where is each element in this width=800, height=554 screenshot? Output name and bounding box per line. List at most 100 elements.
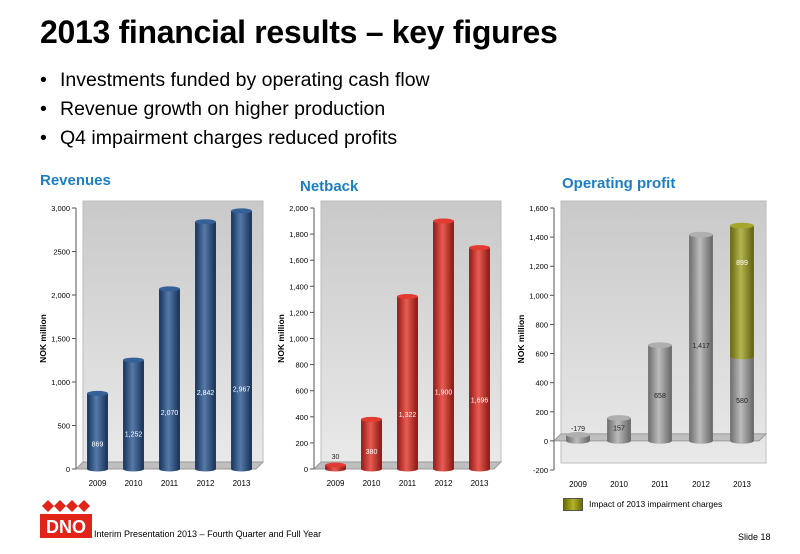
bar (159, 286, 180, 472)
bar-body (689, 234, 713, 441)
y-tick-label: 1,000 (289, 335, 308, 344)
y-axis-label: NOK million (276, 314, 286, 363)
y-tick-label: 2500 (53, 248, 70, 257)
bar-base (123, 466, 144, 472)
bar-base (469, 466, 490, 472)
bars (87, 208, 252, 472)
bar-base (607, 438, 631, 444)
bullet-item: • Q4 impairment charges reduced profits (40, 127, 398, 149)
x-tick-label: 2012 (435, 479, 453, 488)
logo-text: DNO (46, 517, 86, 537)
data-label: 580 (736, 398, 748, 405)
y-tick-label: 3,000 (51, 204, 70, 213)
bar-base (648, 438, 672, 444)
footer-text: Interim Presentation 2013 – Fourth Quart… (94, 529, 322, 539)
bar-base (397, 466, 418, 472)
y-tick-label: 2,000 (51, 291, 70, 300)
bar-body (195, 221, 216, 469)
y-tick-label: 1,200 (289, 308, 308, 317)
bar-top (469, 245, 490, 251)
bar-base (195, 466, 216, 472)
data-label: 157 (613, 426, 625, 433)
y-tick-label: 1,600 (289, 256, 308, 265)
y-tick-label: 1,000 (529, 291, 548, 300)
y-axis-label: NOK million (38, 314, 48, 363)
bar (123, 357, 144, 472)
bar-top (325, 462, 346, 468)
legend-label: Impact of 2013 impairment charges (589, 499, 723, 509)
bar-body (730, 225, 754, 357)
y-tick-label: -200 (533, 466, 548, 475)
bar (397, 293, 418, 472)
x-tick-label: 2010 (363, 479, 381, 488)
y-tick-label: 600 (295, 387, 308, 396)
bar-base (361, 466, 382, 472)
bar-body (397, 296, 418, 469)
bar (361, 416, 382, 472)
netback-chart-title: Netback (300, 178, 359, 195)
data-label: -179 (571, 426, 585, 433)
x-tick-label: 2010 (610, 480, 628, 489)
operating-profit-chart-title: Operating profit (562, 175, 676, 192)
data-label: 869 (92, 441, 104, 448)
bar-top (159, 286, 180, 292)
x-tick-label: 2011 (161, 479, 179, 488)
bar-body (648, 345, 672, 441)
data-label: 1,417 (692, 343, 710, 350)
bar-top (231, 208, 252, 214)
bar-top (433, 218, 454, 224)
netback-chart: 0 200 400 600 800 1,000 1,200 1,400 1,600 1,800 2,… (276, 200, 503, 488)
bar-top (361, 416, 382, 422)
bar-base (730, 353, 754, 360)
data-label: 2,842 (197, 390, 215, 397)
bar-body (607, 418, 631, 441)
y-tick-label: 200 (535, 408, 548, 417)
y-tick-label: 500 (57, 422, 70, 431)
y-tick-label: 1,500 (51, 335, 70, 344)
bar-body (361, 419, 382, 469)
x-tick-label: 2011 (399, 479, 417, 488)
bar-base (730, 438, 754, 444)
y-tick-label: 2,000 (289, 204, 308, 213)
bar-base (433, 466, 454, 472)
y-tick-label: 1,400 (289, 282, 308, 291)
bar-body (730, 356, 754, 441)
bar-top (87, 390, 108, 396)
bar-body (123, 360, 144, 469)
bar-base (159, 466, 180, 472)
bar-body (433, 221, 454, 469)
data-label: 380 (366, 449, 378, 456)
x-tick-label: 2013 (471, 479, 489, 488)
bar (566, 432, 590, 444)
bar-body (469, 247, 490, 469)
legend-swatch (563, 497, 583, 511)
bullet-item: • Revenue growth on higher production (40, 98, 386, 120)
x-tick-label: 2013 (733, 480, 751, 489)
x-tick-label: 2012 (197, 479, 215, 488)
data-label: 2,967 (233, 387, 251, 394)
data-label: 2,070 (161, 410, 179, 417)
bar-base (689, 438, 713, 444)
y-tick-label: 400 (535, 379, 548, 388)
x-tick-label: 2009 (327, 479, 345, 488)
bar (730, 222, 754, 360)
bar-top (566, 432, 590, 438)
revenues-chart-title: Revenues (40, 172, 111, 189)
bullet-text: Revenue growth on higher production (60, 98, 386, 120)
bar (607, 415, 631, 444)
y-tick-label: 0 (66, 465, 70, 474)
y-axis-label: NOK million (516, 315, 526, 364)
x-tick-label: 2009 (569, 480, 587, 489)
bar-base (231, 466, 252, 472)
bar (87, 390, 108, 472)
y-tick-label: 1,200 (529, 262, 548, 271)
bars (566, 222, 754, 444)
bar-base (566, 438, 590, 444)
data-label: 1,322 (399, 412, 417, 419)
x-tick-label: 2012 (692, 480, 710, 489)
bar-top (689, 231, 713, 238)
y-tick-label: 1,600 (529, 204, 548, 213)
data-label: 1,696 (471, 398, 489, 405)
data-label: 30 (332, 454, 340, 461)
y-tick-label: 600 (535, 350, 548, 359)
